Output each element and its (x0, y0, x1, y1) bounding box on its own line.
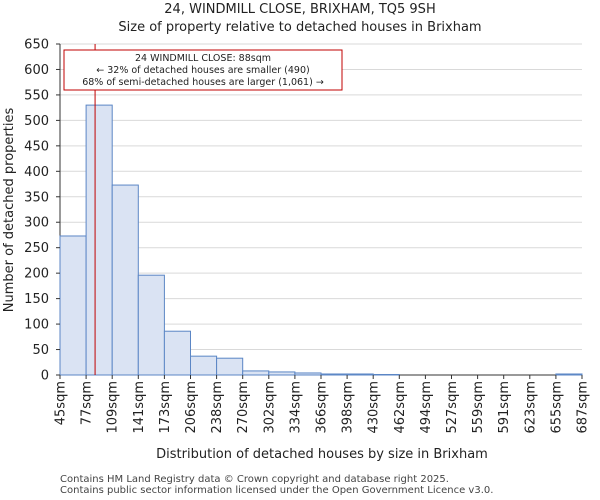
histogram-bar (111, 184, 139, 376)
annotation-line: 68% of semi-detached houses are larger (… (82, 77, 324, 88)
histogram-bar (163, 330, 191, 376)
y-tick-label: 650 (24, 38, 49, 53)
footer-licence: Contains public sector information licen… (60, 485, 494, 496)
annotation-line: ← 32% of detached houses are smaller (49… (96, 65, 309, 76)
histogram-bar (320, 373, 348, 376)
histogram-bar (372, 373, 400, 376)
histogram-bar (294, 372, 322, 376)
x-tick-label: 430sqm (367, 381, 382, 434)
y-tick-label: 150 (24, 292, 49, 307)
histogram-bar (59, 235, 87, 376)
y-tick-label: 200 (24, 267, 49, 282)
y-tick-label: 100 (24, 318, 49, 333)
x-tick-label: 366sqm (315, 381, 330, 434)
chart-title: 24, WINDMILL CLOSE, BRIXHAM, TQ5 9SH (164, 2, 436, 17)
y-axis-label: Number of detached properties (2, 108, 17, 313)
y-tick-label: 600 (24, 63, 49, 78)
y-tick-label: 300 (24, 216, 49, 231)
x-tick-label: 238sqm (210, 381, 225, 434)
x-tick-label: 398sqm (341, 381, 356, 434)
histogram-bar (555, 373, 583, 376)
x-tick-label: 527sqm (445, 381, 460, 434)
y-tick-label: 50 (32, 343, 49, 358)
y-tick-label: 550 (24, 88, 49, 103)
y-tick-label: 500 (24, 114, 49, 129)
annotation-line: 24 WINDMILL CLOSE: 88sqm (135, 53, 271, 64)
x-tick-label: 45sqm (54, 381, 69, 425)
x-tick-label: 494sqm (419, 381, 434, 434)
histogram-bar (85, 104, 113, 376)
annotation-box (63, 49, 343, 91)
x-tick-label: 77sqm (80, 381, 95, 425)
histogram-bar (216, 357, 244, 376)
histogram-chart: 050100150200250300350400450500550600650 … (2, 38, 591, 463)
x-tick-label: 302sqm (262, 381, 277, 434)
chart-subtitle: Size of property relative to detached ho… (118, 20, 482, 35)
y-tick-label: 450 (24, 139, 49, 154)
x-tick-label: 109sqm (106, 381, 121, 434)
x-tick-label: 623sqm (523, 381, 538, 434)
x-tick-label: 559sqm (471, 381, 486, 434)
x-tick-label: 141sqm (132, 381, 147, 434)
x-tick-label: 591sqm (497, 381, 512, 434)
histogram-bar (137, 274, 165, 376)
x-tick-label: 687sqm (576, 381, 591, 434)
x-axis-label: Distribution of detached houses by size … (156, 447, 488, 462)
y-tick-label: 250 (24, 241, 49, 256)
y-tick-label: 0 (41, 369, 49, 384)
x-tick-label: 334sqm (288, 381, 303, 434)
x-tick-label: 206sqm (184, 381, 199, 434)
histogram-bar (346, 373, 374, 376)
histogram-bar (190, 355, 218, 376)
histogram-bar (242, 370, 270, 376)
y-tick-label: 400 (24, 165, 49, 180)
x-tick-label: 655sqm (549, 381, 564, 434)
x-tick-label: 270sqm (236, 381, 251, 434)
footer-copyright: Contains HM Land Registry data © Crown c… (60, 474, 449, 485)
histogram-bar (268, 371, 296, 376)
y-tick-label: 350 (24, 190, 49, 205)
x-tick-label: 462sqm (393, 381, 408, 434)
x-tick-label: 173sqm (158, 381, 173, 434)
